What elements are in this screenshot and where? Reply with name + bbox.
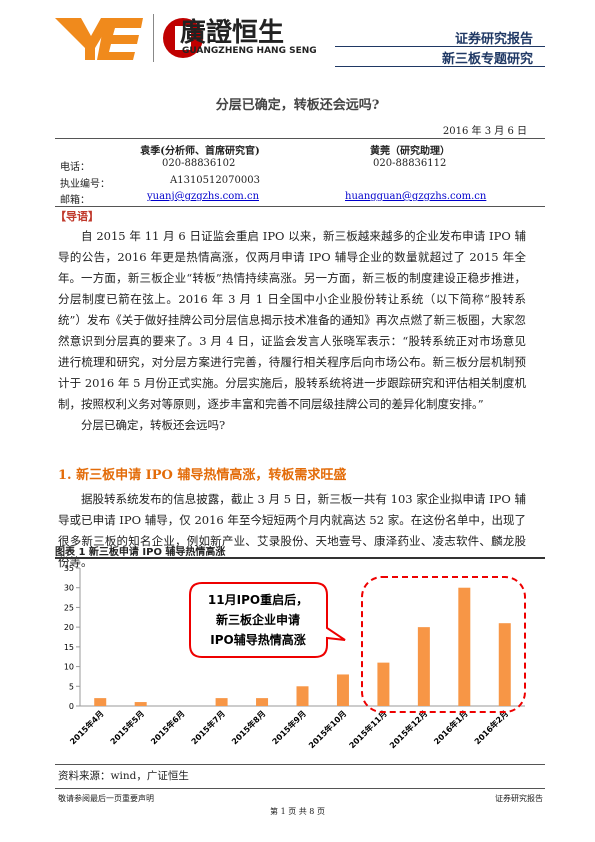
bar: [256, 698, 269, 706]
paragraph: 一方面，新三板企业“转板”热情持续高涨。另一方面，新三板的制度建设正稳步推进，分…: [58, 271, 526, 411]
paragraph: 据股转系统发布的信息披露，截止 3 月 5 日，新三板一共有 103 家企业拟申…: [58, 492, 526, 569]
bar: [296, 686, 309, 706]
x-tick-label: 2015年6月: [148, 708, 186, 746]
y-tick-label: 5: [69, 682, 74, 691]
annotation: 新三板企业申请: [216, 612, 300, 627]
annotation: IPO辅导热情高涨: [210, 632, 305, 647]
bar: [498, 623, 511, 706]
figure-source: 资料来源：wind，广证恒生: [58, 770, 189, 782]
footer-right: 证券研究报告: [495, 794, 543, 803]
x-tick-label: 2015年8月: [229, 708, 267, 746]
annotation: 11月IPO重启后，: [208, 592, 308, 607]
bar: [417, 627, 430, 706]
author: 袁季(分析师、首席研究官): [140, 146, 260, 157]
highlight-frame: [361, 576, 526, 713]
paragraph: 自 2015 年 11 月 6 日证监会重启 IPO 以来，新三板越来越多的企业…: [58, 229, 526, 285]
bar: [94, 698, 107, 706]
rule: [335, 66, 545, 67]
email[interactable]: yuanj@gzgzhs.com.cn: [147, 191, 260, 202]
x-tick-label: 2015年9月: [270, 708, 308, 746]
page-number: 第 1 页 共 8 页: [270, 807, 325, 816]
y-tick-label: 35: [64, 564, 74, 573]
date: 2016 年 3 月 6 日: [442, 126, 527, 137]
x-tick-label: 2016年1月: [432, 708, 470, 746]
bar: [458, 587, 471, 706]
logo: [55, 14, 203, 62]
report-series: 新三板专题研究: [441, 52, 533, 67]
y-tick-label: 25: [64, 603, 74, 612]
rule: [55, 788, 545, 789]
y-tick-label: 20: [64, 623, 74, 632]
x-tick-label: 2015年10月: [306, 708, 348, 750]
rule: [55, 764, 545, 765]
title: 分层已确定，转板还会远吗?: [215, 98, 380, 113]
paragraph: 分层已确定，转板还会远吗?: [81, 418, 226, 432]
row-label: 执业编号：: [60, 179, 110, 190]
phone: 020-88836112: [373, 158, 447, 169]
y-tick-label: 30: [64, 584, 74, 593]
x-tick-label: 2015年7月: [189, 708, 227, 746]
row-label: 邮箱：: [60, 195, 90, 206]
x-tick-label: 2016年2月: [472, 708, 510, 746]
bar: [215, 698, 228, 706]
callout: [189, 582, 346, 658]
brand: 廣證恒生: [180, 18, 285, 48]
report-type: 证券研究报告: [454, 32, 533, 47]
y-tick-label: 0: [69, 702, 74, 711]
section-heading: 1. 新三板申请 IPO 辅导热情高涨，转板需求旺盛: [58, 468, 347, 483]
bar: [134, 702, 147, 706]
phone: 020-88836102: [162, 158, 236, 169]
rule: [55, 206, 545, 207]
rule: [55, 138, 545, 139]
row-label: 电话：: [60, 162, 90, 173]
x-tick-label: 2015年5月: [108, 708, 146, 746]
x-tick-label: 2015年12月: [387, 708, 429, 750]
license: A1310512070003: [170, 175, 260, 186]
figure-caption: 图表 1 新三板申请 IPO 辅导热情高涨: [55, 547, 226, 558]
x-tick-label: 2015年11月: [347, 708, 389, 750]
y-tick-label: 15: [64, 643, 74, 652]
intro-heading: 【导语】: [55, 210, 99, 223]
email[interactable]: huangguan@gzgzhs.com.cn: [345, 191, 487, 202]
rule: [55, 557, 545, 559]
x-tick-label: 2015年4月: [68, 708, 106, 746]
footer-left: 敬请参阅最后一页重要声明: [58, 794, 154, 803]
bar: [336, 674, 349, 706]
brand-en: GUANGZHENG HANG SENG: [182, 46, 317, 56]
y-tick-label: 10: [64, 663, 74, 672]
rule: [335, 46, 545, 47]
author: 黄莞（研究助理）: [370, 146, 450, 157]
bar: [377, 662, 390, 706]
